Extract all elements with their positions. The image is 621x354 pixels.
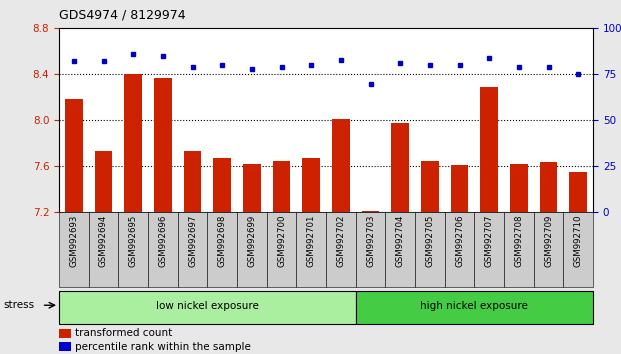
Bar: [361, 211, 379, 212]
Bar: [59, 329, 71, 338]
Bar: [563, 212, 593, 287]
Bar: [184, 152, 201, 212]
Bar: [302, 158, 320, 212]
Bar: [178, 212, 207, 287]
Bar: [59, 342, 71, 351]
Bar: [510, 164, 528, 212]
Text: GSM992701: GSM992701: [307, 215, 315, 267]
Bar: [266, 212, 296, 287]
Bar: [213, 158, 231, 212]
Bar: [569, 172, 587, 212]
Text: GSM992710: GSM992710: [574, 215, 582, 267]
Text: GSM992700: GSM992700: [277, 215, 286, 267]
Bar: [356, 291, 593, 324]
Bar: [421, 161, 439, 212]
Text: GSM992706: GSM992706: [455, 215, 464, 267]
Bar: [243, 164, 261, 212]
Bar: [296, 212, 326, 287]
Text: GSM992696: GSM992696: [158, 215, 167, 267]
Bar: [148, 212, 178, 287]
Bar: [119, 212, 148, 287]
Text: GSM992694: GSM992694: [99, 215, 108, 267]
Bar: [356, 212, 386, 287]
Bar: [94, 152, 112, 212]
Bar: [386, 212, 415, 287]
Bar: [207, 212, 237, 287]
Bar: [474, 212, 504, 287]
Bar: [237, 212, 266, 287]
Bar: [480, 87, 498, 212]
Text: GSM992709: GSM992709: [544, 215, 553, 267]
Text: GSM992702: GSM992702: [337, 215, 345, 267]
Text: GSM992697: GSM992697: [188, 215, 197, 267]
Text: GSM992699: GSM992699: [247, 215, 256, 267]
Bar: [332, 119, 350, 212]
Text: GSM992695: GSM992695: [129, 215, 138, 267]
Text: GSM992707: GSM992707: [485, 215, 494, 267]
Bar: [59, 291, 356, 324]
Bar: [89, 212, 119, 287]
Bar: [540, 162, 558, 212]
Bar: [533, 212, 563, 287]
Bar: [504, 212, 533, 287]
Bar: [59, 212, 89, 287]
Text: GSM992704: GSM992704: [396, 215, 405, 267]
Text: high nickel exposure: high nickel exposure: [420, 301, 528, 312]
Text: transformed count: transformed count: [75, 328, 172, 338]
Text: GSM992708: GSM992708: [514, 215, 524, 267]
Bar: [326, 212, 356, 287]
Text: GSM992693: GSM992693: [70, 215, 78, 267]
Text: GSM992705: GSM992705: [425, 215, 434, 267]
Text: percentile rank within the sample: percentile rank within the sample: [75, 342, 251, 352]
Text: GSM992698: GSM992698: [218, 215, 227, 267]
Bar: [451, 165, 468, 212]
Text: low nickel exposure: low nickel exposure: [156, 301, 259, 312]
Bar: [273, 161, 291, 212]
Text: GSM992703: GSM992703: [366, 215, 375, 267]
Bar: [415, 212, 445, 287]
Text: stress: stress: [3, 300, 34, 310]
Bar: [65, 98, 83, 212]
Bar: [154, 78, 172, 212]
Text: GDS4974 / 8129974: GDS4974 / 8129974: [59, 9, 186, 22]
Bar: [391, 123, 409, 212]
Bar: [445, 212, 474, 287]
Bar: [124, 74, 142, 212]
